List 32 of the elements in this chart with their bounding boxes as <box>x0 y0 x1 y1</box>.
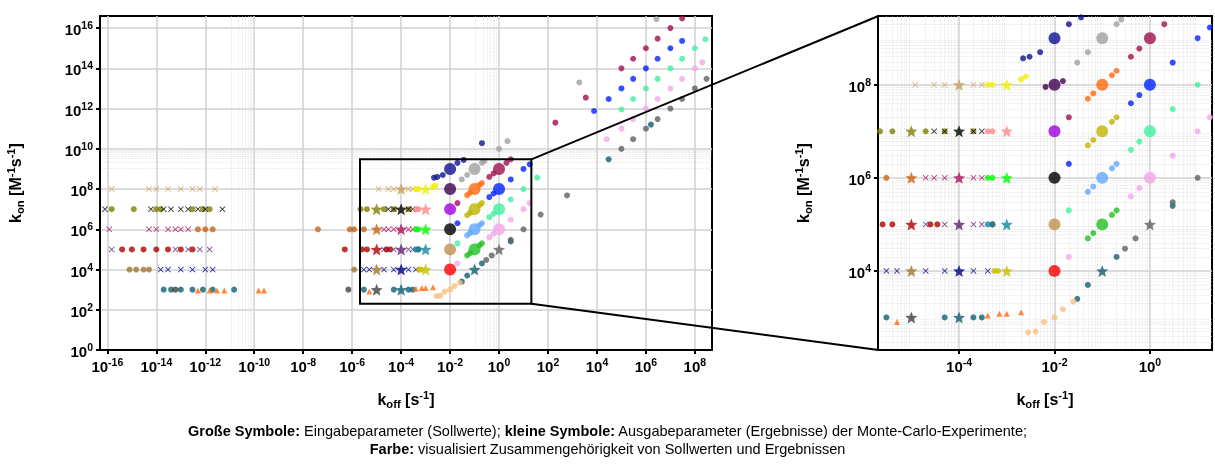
y-tick-label: 10$^{10}$ <box>64 139 93 160</box>
text: Große Symbole: Eingabeparameter (Sollwerte); kleine Symbole: Ausgabeparameter (Ergebnisse) der Monte-Carlo-Experimente; <box>188 423 1027 439</box>
y-tick-label: 10$^{6}$ <box>848 168 871 189</box>
x-tick-label: 10$^{6}$ <box>634 356 658 376</box>
x-tick-label: 10$^{-4}$ <box>946 356 973 376</box>
x-tick-label: 10$^{-16}$ <box>91 356 124 376</box>
x-tick-label: 10$^{-6}$ <box>339 356 366 376</box>
x-tick-label: 10$^{-12}$ <box>189 356 222 376</box>
x-tick-label: 10$^{0}$ <box>487 356 511 376</box>
x-tick-label: 10$^{-2}$ <box>1041 356 1068 376</box>
y-tick-label: 10$^{4}$ <box>848 261 871 282</box>
y-tick-label: 10$^{4}$ <box>70 260 93 281</box>
x-tick-label: 10$^{-8}$ <box>290 356 317 376</box>
x-tick-label: 10$^{-2}$ <box>437 356 464 376</box>
x-tick-label: 10$^{-14}$ <box>140 356 173 376</box>
x-tick-label: 10$^{-10}$ <box>238 356 271 376</box>
text: Farbe: visualisiert Zusammengehörigkeit von Sollwerten und Ergebnissen <box>369 441 846 457</box>
y-tick-label: 10$^{12}$ <box>64 99 93 120</box>
y-tick-label: 10$^{14}$ <box>64 59 93 80</box>
y-tick-label: 10$^{16}$ <box>64 19 93 39</box>
y-tick-label: 10$^{8}$ <box>70 180 93 200</box>
y-tick-label: 10$^{8}$ <box>848 75 871 96</box>
x-axis-title: k$_{off}$ [s$^{-1}$] <box>1016 388 1074 411</box>
x-tick-label: 10$^{0}$ <box>1138 356 1162 376</box>
x-tick-label: 10$^{-4}$ <box>388 356 415 376</box>
x-axis-title: k$_{off}$ [s$^{-1}$] <box>377 388 435 411</box>
y-tick-label: 10$^{0}$ <box>70 341 93 361</box>
x-tick-label: 10$^{4}$ <box>585 356 609 376</box>
y-tick-label: 10$^{6}$ <box>70 220 93 241</box>
y-tick-label: 10$^{2}$ <box>70 300 93 321</box>
x-tick-label: 10$^{8}$ <box>683 356 707 376</box>
x-tick-label: 10$^{2}$ <box>536 356 560 376</box>
